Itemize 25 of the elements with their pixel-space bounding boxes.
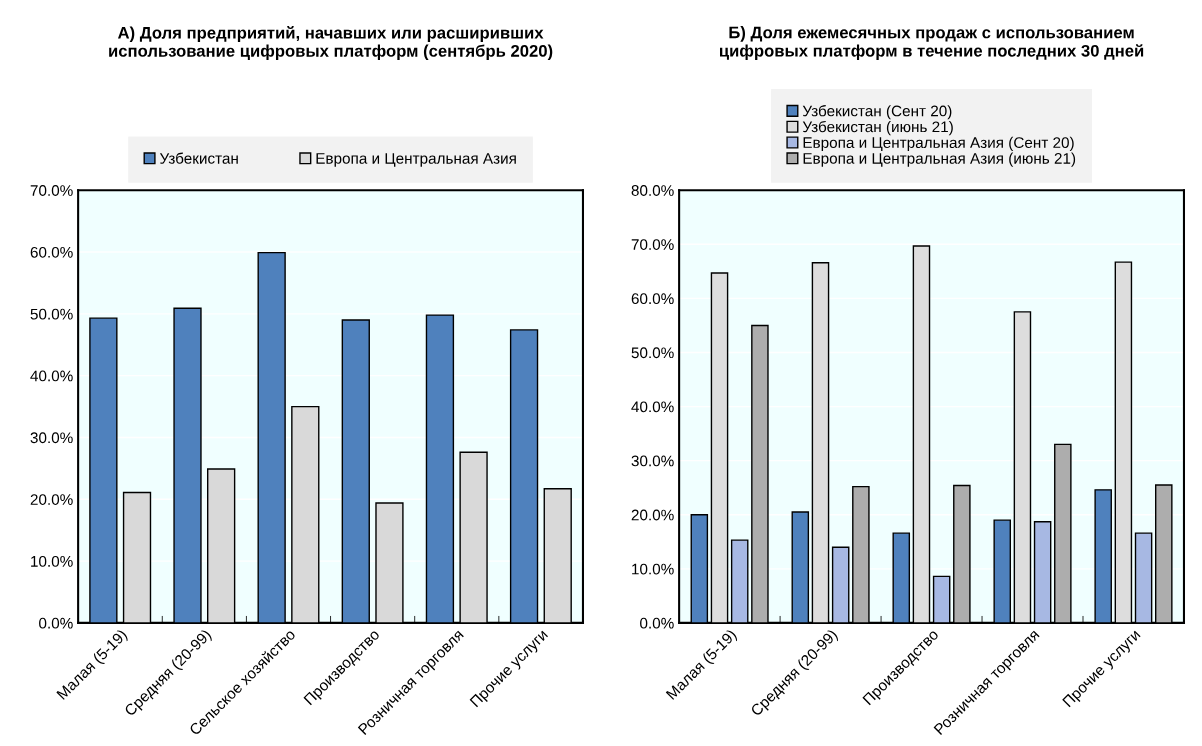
y-tick-label: 0.0%	[39, 617, 73, 629]
y-tick-label: 50.0%	[30, 308, 73, 320]
legend-label: Узбекистан	[159, 152, 238, 164]
y-tick-label: 60.0%	[631, 293, 674, 305]
legend-label: Узбекистан (июнь 21)	[802, 120, 953, 136]
y-tick-label: 40.0%	[631, 401, 674, 413]
y-tick-label: 30.0%	[631, 455, 674, 467]
y-tick-label: 40.0%	[30, 370, 73, 382]
y-tick-label: 20.0%	[631, 509, 674, 521]
y-tick-label: 70.0%	[631, 239, 674, 250]
y-tick-label: 10.0%	[632, 563, 674, 575]
y-tick-label: 30.0%	[30, 432, 73, 444]
y-tick-label: 50.0%	[631, 347, 674, 359]
chart-title: Б) Доля ежемесячных продаж с использованием цифровых платформ в течение последних 30 дней	[720, 26, 1144, 60]
legend-label: Европа и Центральная Азия (Сент 20)	[803, 136, 1074, 152]
y-tick-label: 0.0%	[640, 617, 674, 629]
chart-title: А) Доля предприятий, начавших или расширивших использование цифровых платформ (сентябрь 2020)	[109, 26, 553, 61]
y-tick-label: 60.0%	[30, 246, 73, 258]
y-tick-label: 80.0%	[631, 185, 674, 196]
y-tick-label: 10.0%	[31, 555, 73, 567]
legend-label: Европа и Центральная Азия (июнь 21)	[803, 152, 1076, 167]
y-tick-label: 20.0%	[30, 494, 73, 505]
legend-label: Узбекистан (Сент 20)	[802, 105, 952, 120]
legend-label: Европа и Центральная Азия	[316, 153, 516, 167]
y-tick-label: 70.0%	[30, 185, 73, 196]
